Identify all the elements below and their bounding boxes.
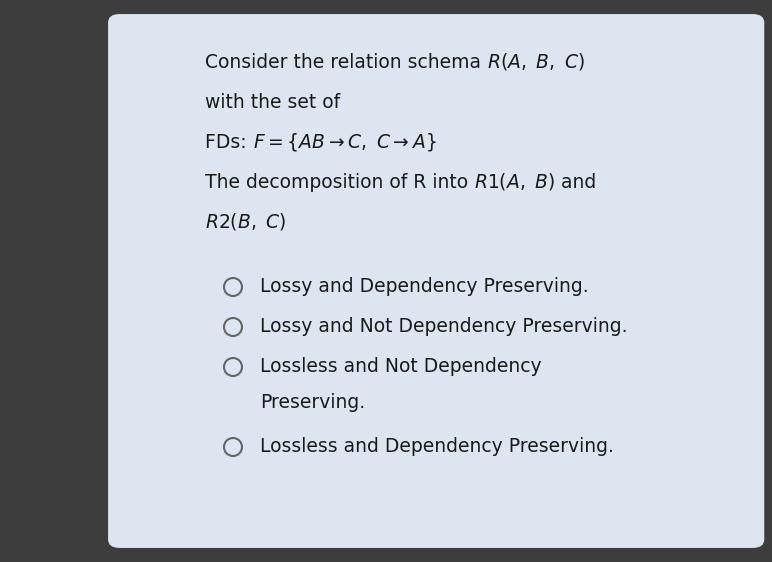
Text: $R2(B,\ C)$: $R2(B,\ C)$ xyxy=(205,211,286,233)
Text: with the set of: with the set of xyxy=(205,93,340,111)
Text: $R(A,\ B,\ C)$: $R(A,\ B,\ C)$ xyxy=(487,52,585,72)
Text: FDs:: FDs: xyxy=(205,133,252,152)
Text: Lossy and Dependency Preserving.: Lossy and Dependency Preserving. xyxy=(260,278,588,297)
Text: Lossless and Not Dependency: Lossless and Not Dependency xyxy=(260,357,542,377)
Text: Preserving.: Preserving. xyxy=(260,392,365,411)
Text: $F = \{AB \rightarrow C,\ C \rightarrow A\}$: $F = \{AB \rightarrow C,\ C \rightarrow … xyxy=(252,131,436,153)
Text: and: and xyxy=(555,173,597,192)
Text: Lossy and Not Dependency Preserving.: Lossy and Not Dependency Preserving. xyxy=(260,318,628,337)
Text: The decomposition of R into: The decomposition of R into xyxy=(205,173,474,192)
Text: $R1(A,\ B)$: $R1(A,\ B)$ xyxy=(474,171,555,193)
Text: Lossless and Dependency Preserving.: Lossless and Dependency Preserving. xyxy=(260,437,614,456)
Text: Consider the relation schema: Consider the relation schema xyxy=(205,52,487,71)
